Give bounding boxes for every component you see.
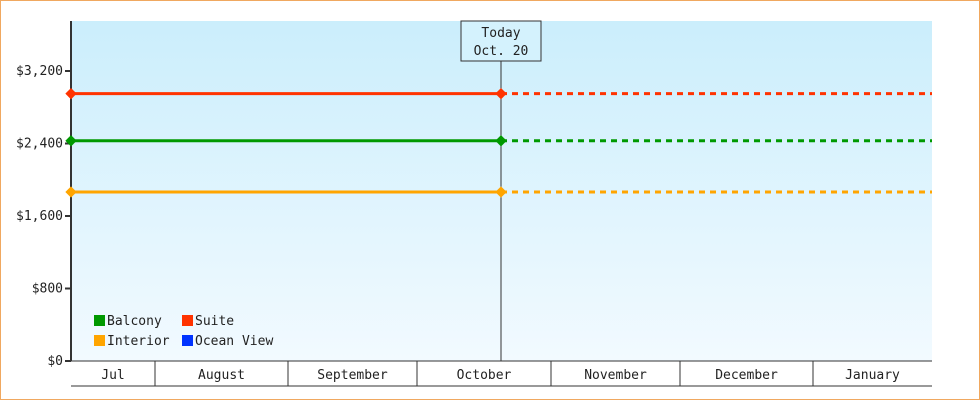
today-marker: Today Oct. 20 [460,20,542,361]
y-tick-label: $0 [47,354,63,369]
today-label: Today [481,26,520,41]
y-axis: $0 $800 $1,600 $2,400 $3,200 [16,21,72,369]
legend-label: Interior [107,334,170,349]
x-tick-label: November [584,368,647,383]
data-point [495,135,507,147]
x-tick-label: January [845,368,900,383]
legend-item[interactable]: Interior [94,334,170,349]
legend-label: Suite [195,314,234,329]
y-tick-label: $2,400 [16,137,63,152]
legend-swatch [182,335,193,346]
x-tick-label: December [715,368,778,383]
legend-item[interactable]: Balcony [94,314,162,329]
y-tick-label: $3,200 [16,64,63,79]
x-tick-label: Jul [101,368,124,383]
y-tick-label: $1,600 [16,209,63,224]
today-label-box [460,20,542,62]
x-tick-label: September [317,368,388,383]
legend-item[interactable]: Suite [182,314,234,329]
legend: Balcony Suite Interior Ocean View [94,314,273,349]
x-tick-label: August [198,368,245,383]
legend-swatch [94,315,105,326]
y-tick-label: $800 [32,282,63,297]
x-axis: Jul August September October November Decembe… [71,360,932,387]
legend-item[interactable]: Ocean View [182,334,273,349]
legend-swatch [94,335,105,346]
today-date: Oct. 20 [474,44,529,59]
legend-label: Balcony [107,314,162,329]
legend-label: Ocean View [195,334,273,349]
legend-swatch [182,315,193,326]
data-point [495,186,507,198]
x-tick-label: October [457,368,512,383]
